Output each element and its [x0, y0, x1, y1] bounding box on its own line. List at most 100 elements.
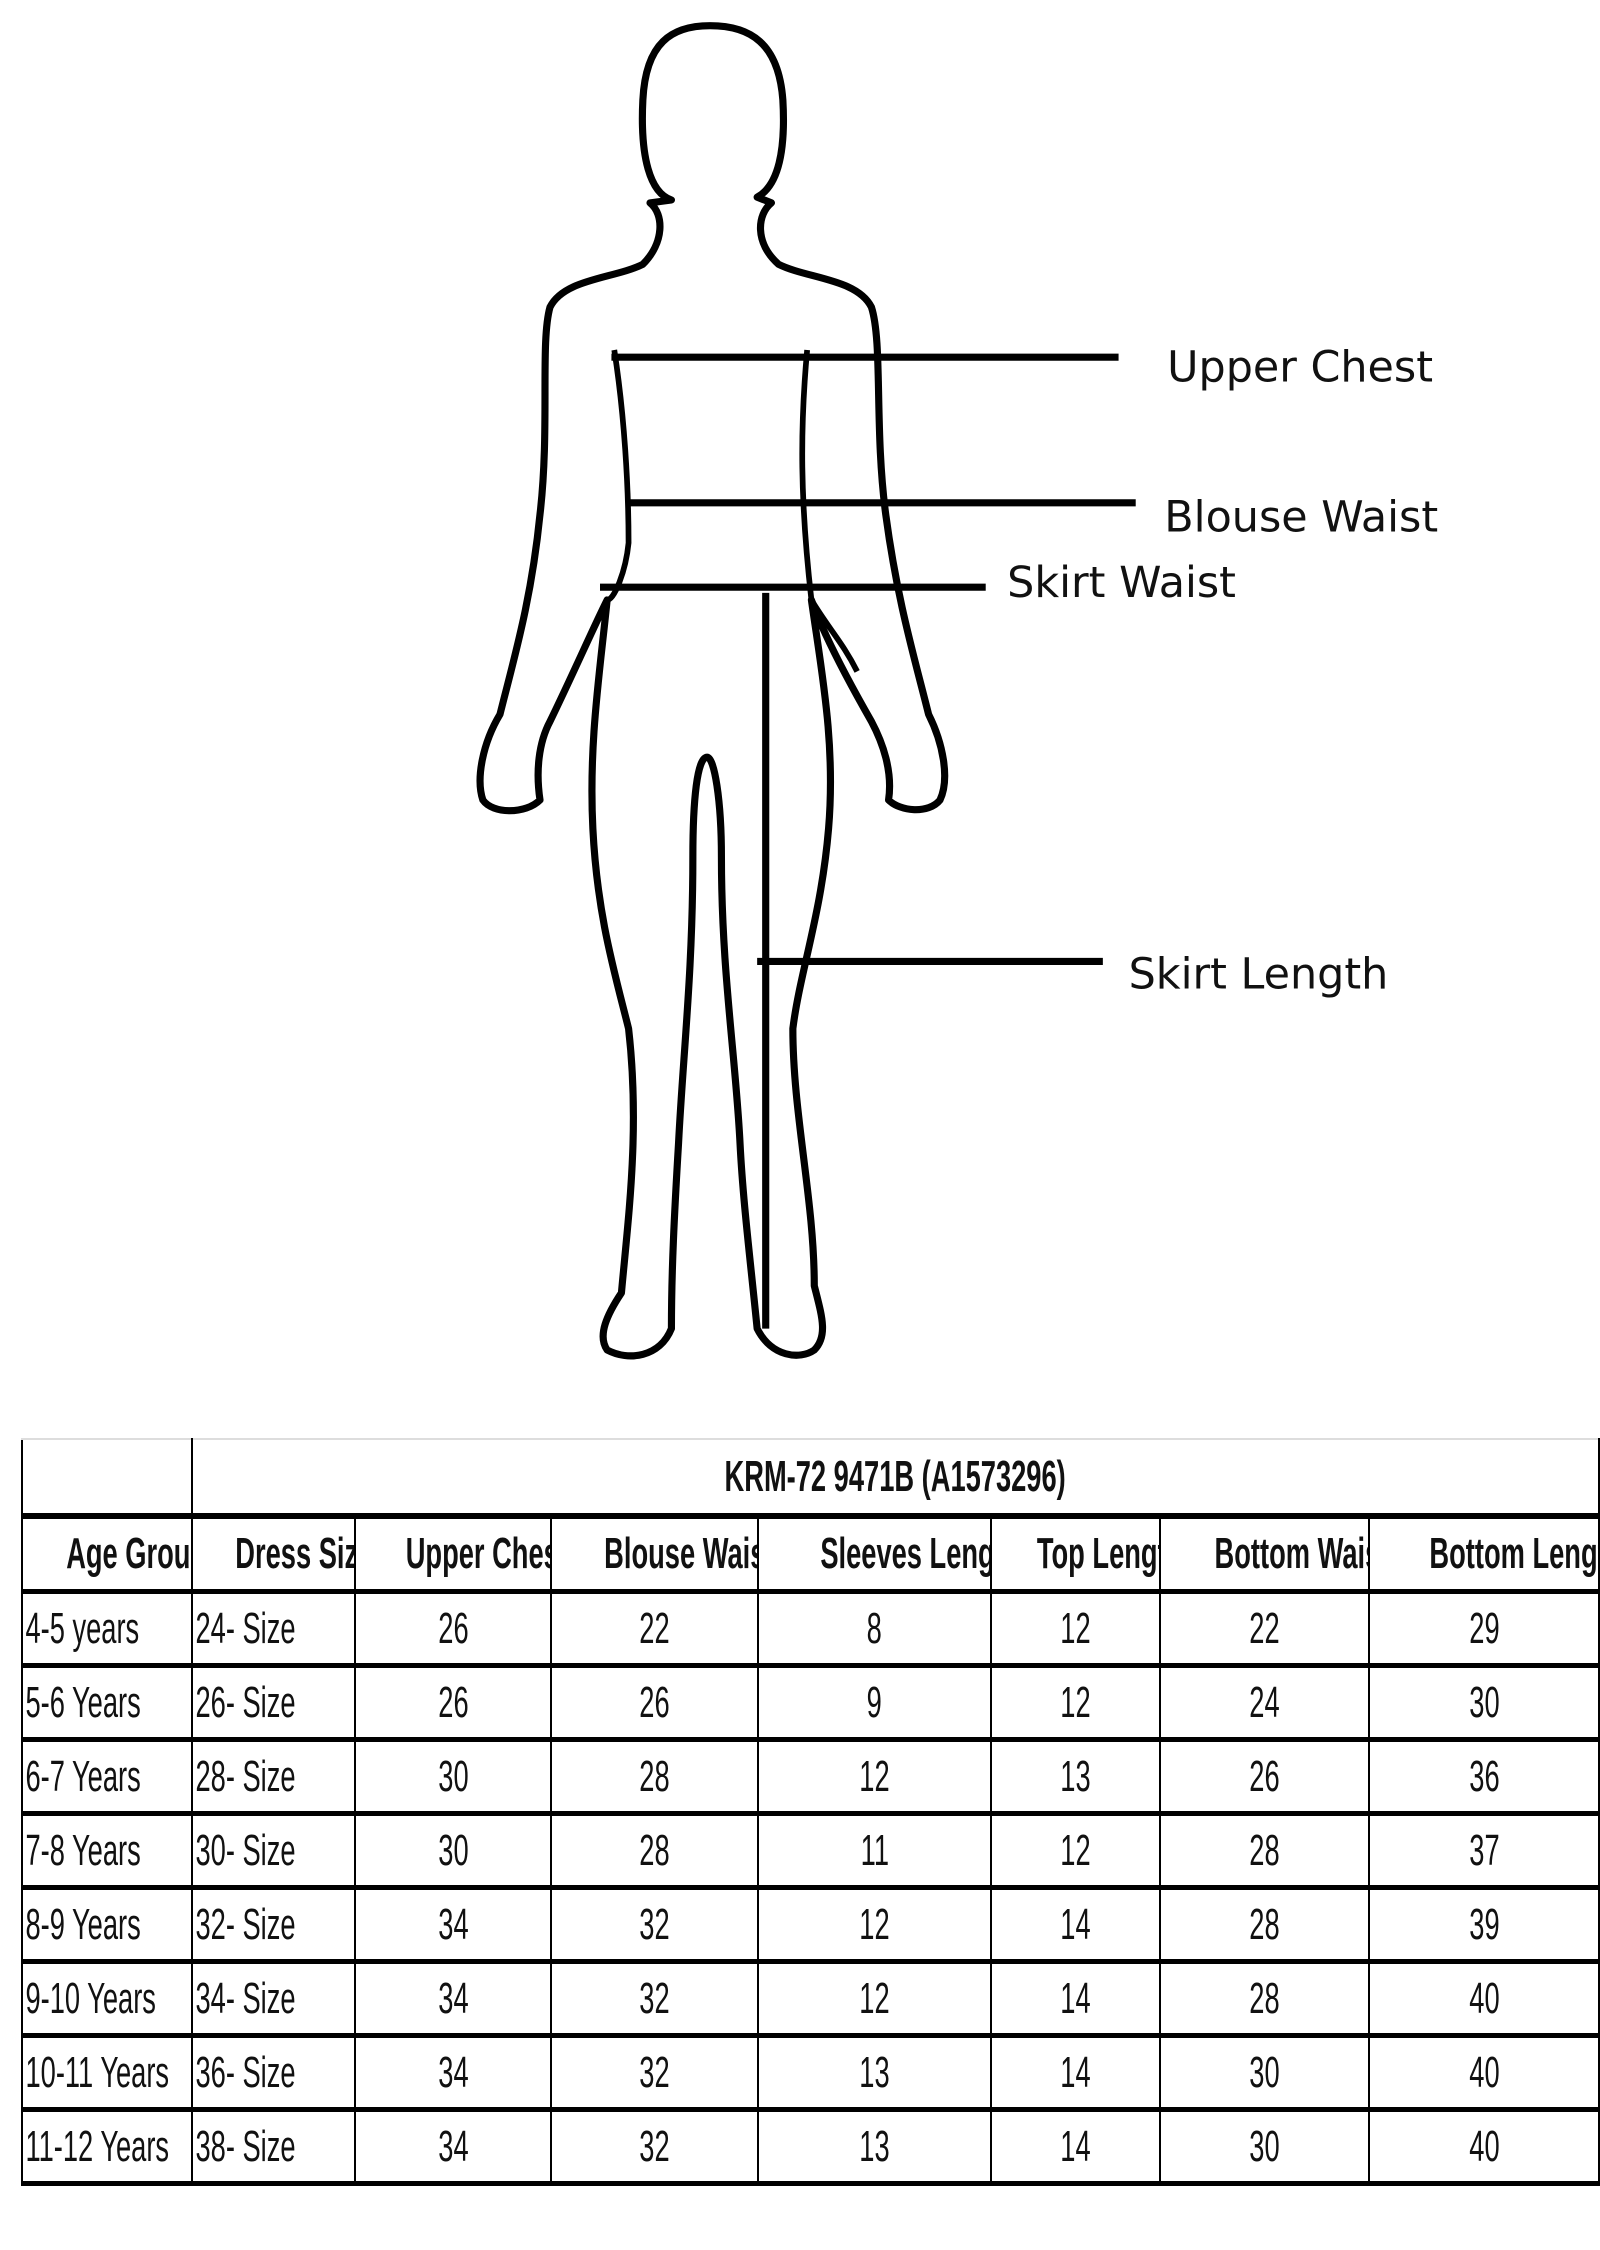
table-cell-text: 26 — [1249, 1751, 1280, 1801]
table-cell-text: 32 — [639, 1899, 670, 1949]
table-cell-text: 34 — [437, 1973, 469, 2023]
table-cell: 26 — [354, 1591, 552, 1668]
table-cell: 12 — [990, 1813, 1161, 1890]
table-cell: 12 — [757, 1739, 992, 1816]
body-outline — [476, 22, 949, 1360]
table-cell-text: 36 — [1468, 1751, 1500, 1801]
table-cell-text: 38- Size — [195, 2121, 296, 2171]
table-cell: 7-8 Years — [21, 1813, 193, 1890]
table-cell-text: 12 — [1060, 1825, 1091, 1875]
table-cell: 34 — [354, 2109, 552, 2186]
table-cell: 34 — [354, 1887, 552, 1964]
table-cell-text: 8-9 Years — [25, 1899, 141, 1949]
table-cell: 5-6 Years — [21, 1665, 193, 1742]
table-cell: 9-10 Years — [21, 1961, 193, 2038]
table-cell: 37 — [1367, 1813, 1600, 1890]
size-chart-table: KRM-72 9471B (A1573296) Age Group Dress S… — [21, 1438, 1600, 2186]
table-cell-text: 12 — [859, 1751, 890, 1801]
column-header: Top Length — [990, 1516, 1161, 1594]
table-cell: 8 — [757, 1591, 992, 1668]
column-header: Upper Chest — [354, 1516, 552, 1594]
table-cell: 28 — [1159, 1961, 1370, 2038]
table-cell-text: 6-7 Years — [25, 1751, 141, 1801]
table-title-text: KRM-72 9471B (A1573296) — [724, 1451, 1067, 1501]
table-row: 10-11 Years 36- Size 34 32 13 14 30 40 — [21, 2035, 1600, 2112]
table-cell-text: 11-12 Years — [25, 2121, 170, 2171]
table-cell: 28- Size — [191, 1739, 356, 1816]
table-cell: 26 — [1159, 1739, 1370, 1816]
table-cell: 34 — [354, 2035, 552, 2112]
table-cell: 34 — [354, 1961, 552, 2038]
table-cell-text: 13 — [1060, 1751, 1091, 1801]
table-cell-text: 28 — [639, 1825, 670, 1875]
table-cell-text: 14 — [1060, 1973, 1091, 2023]
column-header-text: Age Group — [66, 1529, 191, 1578]
table-title: KRM-72 9471B (A1573296) — [190, 1438, 1600, 1519]
table-cell-text: 10-11 Years — [25, 2047, 170, 2097]
table-cell: 9 — [757, 1665, 992, 1742]
table-cell-text: 36- Size — [195, 2047, 296, 2097]
table-cell-text: 9-10 Years — [25, 1973, 156, 2023]
table-cell-text: 34- Size — [195, 1973, 296, 2023]
table-cell: 39 — [1367, 1887, 1600, 1964]
table-header-row: Age Group Dress Size Upper Chest Blouse Wai… — [21, 1516, 1600, 1594]
column-header-text: Upper Chest — [405, 1529, 549, 1578]
table-cell-text: 28- Size — [195, 1751, 296, 1801]
table-cell: 32 — [550, 2035, 759, 2112]
table-cell: 30 — [1367, 1665, 1600, 1742]
column-header: Age Group — [21, 1516, 193, 1594]
table-row: 7-8 Years 30- Size 30 28 11 12 28 37 — [21, 1813, 1600, 1890]
table-cell-text: 13 — [859, 2121, 890, 2171]
column-header-text: Sleeves Length — [820, 1529, 989, 1578]
table-cell-text: 34 — [437, 2047, 469, 2097]
table-cell-text: 30 — [437, 1751, 469, 1801]
table-cell-text: 34 — [437, 2121, 469, 2171]
table-cell-text: 28 — [1249, 1899, 1280, 1949]
table-cell-text: 28 — [1249, 1973, 1280, 2023]
table-cell-text: 40 — [1468, 1973, 1500, 2023]
column-header: Blouse Waist — [550, 1516, 759, 1594]
table-cell: 26 — [354, 1665, 552, 1742]
column-header: Bottom Waist — [1159, 1516, 1370, 1594]
table-cell-text: 14 — [1060, 1899, 1091, 1949]
table-cell-text: 32 — [639, 2121, 670, 2171]
table-cell-text: 9 — [866, 1677, 883, 1727]
table-cell-text: 13 — [859, 2047, 890, 2097]
table-cell-text: 32 — [639, 2047, 670, 2097]
table-cell: 30- Size — [191, 1813, 356, 1890]
table-cell: 40 — [1367, 2035, 1600, 2112]
empty-corner-cell — [21, 1438, 193, 1519]
table-cell-text: 26 — [437, 1677, 469, 1727]
table-cell: 28 — [1159, 1813, 1370, 1890]
table-cell-text: 7-8 Years — [25, 1825, 141, 1875]
table-cell: 10-11 Years — [21, 2035, 193, 2112]
table-cell-text: 28 — [1249, 1825, 1280, 1875]
table-cell: 29 — [1367, 1591, 1600, 1668]
table-cell: 30 — [354, 1739, 552, 1816]
table-cell: 11 — [757, 1813, 992, 1890]
table-cell-text: 26 — [639, 1677, 670, 1727]
table-cell: 32 — [550, 1961, 759, 2038]
table-cell-text: 22 — [639, 1603, 670, 1653]
table-cell-text: 32- Size — [195, 1899, 296, 1949]
table-cell: 24- Size — [191, 1591, 356, 1668]
table-cell-text: 40 — [1468, 2047, 1500, 2097]
table-cell-text: 5-6 Years — [25, 1677, 141, 1727]
column-header-text: Bottom Length — [1429, 1529, 1598, 1578]
table-cell: 4-5 years — [21, 1591, 193, 1668]
table-row: 8-9 Years 32- Size 34 32 12 14 28 39 — [21, 1887, 1600, 1964]
table-cell: 11-12 Years — [21, 2109, 193, 2186]
table-cell-text: 12 — [1060, 1603, 1091, 1653]
column-header: Sleeves Length — [757, 1516, 992, 1594]
column-header: Bottom Length — [1367, 1516, 1600, 1594]
table-cell: 14 — [990, 2109, 1161, 2186]
table-cell: 32- Size — [191, 1887, 356, 1964]
table-cell-text: 12 — [859, 1973, 890, 2023]
table-cell: 28 — [550, 1739, 759, 1816]
column-header-text: Dress Size — [235, 1529, 353, 1578]
column-header-text: Bottom Waist — [1214, 1529, 1367, 1578]
table-cell: 14 — [990, 1961, 1161, 2038]
table-cell: 36- Size — [191, 2035, 356, 2112]
table-cell: 32 — [550, 1887, 759, 1964]
table-cell-text: 26- Size — [195, 1677, 296, 1727]
